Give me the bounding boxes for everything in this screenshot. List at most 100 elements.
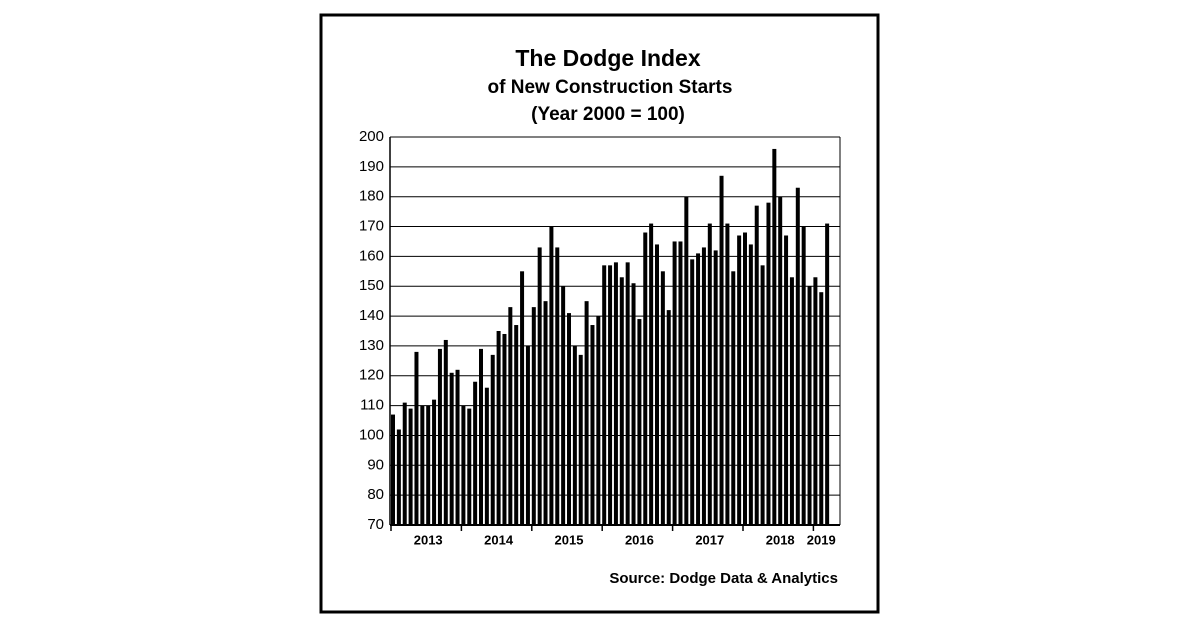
- bar: [696, 253, 701, 525]
- bar: [778, 196, 783, 525]
- bar: [719, 175, 724, 526]
- y-tick-label: 70: [367, 516, 384, 533]
- bar: [426, 405, 431, 525]
- bar: [455, 369, 460, 525]
- bar: [743, 232, 747, 525]
- y-tick-label: 110: [360, 397, 384, 414]
- bar: [590, 325, 595, 525]
- bar: [602, 265, 607, 525]
- y-tick-label: 170: [359, 218, 384, 235]
- bar: [437, 348, 442, 525]
- x-tick-label: 2019: [807, 532, 836, 547]
- bar: [543, 301, 548, 525]
- bar: [531, 307, 536, 525]
- bar: [672, 241, 677, 525]
- y-tick-label: 160: [359, 247, 384, 264]
- bar: [502, 333, 507, 525]
- bar: [825, 223, 830, 526]
- bar: [731, 271, 736, 525]
- bar: [496, 331, 501, 525]
- x-tick-label: 2013: [414, 532, 443, 547]
- bar: [807, 286, 812, 525]
- bar: [649, 223, 654, 526]
- bar: [596, 316, 601, 525]
- bar: [625, 262, 630, 525]
- y-tick-label: 130: [359, 337, 384, 354]
- bar: [684, 196, 689, 525]
- y-tick-label: 200: [359, 128, 384, 145]
- bar: [508, 307, 513, 525]
- bar: [473, 381, 478, 525]
- bar: [725, 223, 730, 526]
- bar: [561, 286, 566, 525]
- bar: [443, 339, 448, 525]
- bar: [537, 247, 542, 525]
- y-tick-label: 190: [359, 158, 384, 175]
- bar: [432, 399, 437, 525]
- bar: [613, 262, 618, 525]
- bar: [584, 301, 589, 525]
- bar: [666, 310, 671, 525]
- x-tick-label: 2016: [625, 532, 654, 547]
- bar: [567, 313, 571, 525]
- bar: [490, 354, 495, 525]
- bar: [660, 271, 665, 525]
- bar: [479, 348, 483, 525]
- bar: [813, 277, 818, 525]
- bar: [707, 223, 712, 526]
- bar: [608, 265, 613, 525]
- y-tick-label: 100: [359, 426, 384, 443]
- bar: [631, 283, 636, 525]
- bar: [772, 148, 777, 525]
- x-tick-label: 2018: [766, 532, 795, 547]
- bar: [737, 235, 742, 525]
- bar: [402, 402, 407, 525]
- y-tick-label: 90: [367, 456, 384, 473]
- bar: [461, 405, 466, 525]
- bar: [678, 241, 683, 525]
- chart-title: The Dodge Index: [515, 45, 701, 71]
- chart-subtitle: of New Construction Starts: [488, 77, 733, 98]
- y-tick-label: 120: [359, 367, 384, 384]
- bar: [795, 187, 800, 525]
- bar: [484, 387, 489, 525]
- y-tick-label: 140: [359, 307, 384, 324]
- bar: [578, 354, 583, 525]
- x-tick-label: 2017: [695, 532, 724, 547]
- y-tick-label: 150: [359, 277, 384, 294]
- bar: [549, 226, 554, 526]
- bar: [801, 226, 806, 526]
- bar: [637, 319, 642, 525]
- bar: [819, 292, 824, 525]
- y-tick-label: 180: [359, 188, 384, 205]
- bar: [391, 414, 395, 525]
- bar: [396, 429, 401, 525]
- x-tick-label: 2015: [555, 532, 584, 547]
- bar: [555, 247, 560, 525]
- bar: [690, 259, 695, 525]
- bar: [789, 277, 794, 525]
- bar: [525, 345, 530, 525]
- bar: [748, 244, 753, 525]
- bar: [408, 408, 413, 525]
- bar: [655, 244, 659, 525]
- bar: [766, 202, 771, 525]
- bar: [643, 232, 648, 525]
- bar: [760, 265, 765, 525]
- bar: [514, 325, 519, 525]
- bar: [619, 277, 624, 525]
- bar: [467, 408, 472, 525]
- bar: [449, 372, 454, 525]
- bar: [414, 351, 419, 525]
- bar: [572, 345, 577, 525]
- x-tick-label: 2014: [484, 532, 514, 547]
- bar: [784, 235, 789, 525]
- source-note: Source: Dodge Data & Analytics: [609, 570, 838, 587]
- chart-subtitle: (Year 2000 = 100): [531, 104, 685, 125]
- bar: [754, 205, 759, 525]
- bar: [713, 250, 718, 525]
- bar: [520, 271, 525, 525]
- bar: [701, 247, 706, 525]
- y-tick-label: 80: [367, 486, 384, 503]
